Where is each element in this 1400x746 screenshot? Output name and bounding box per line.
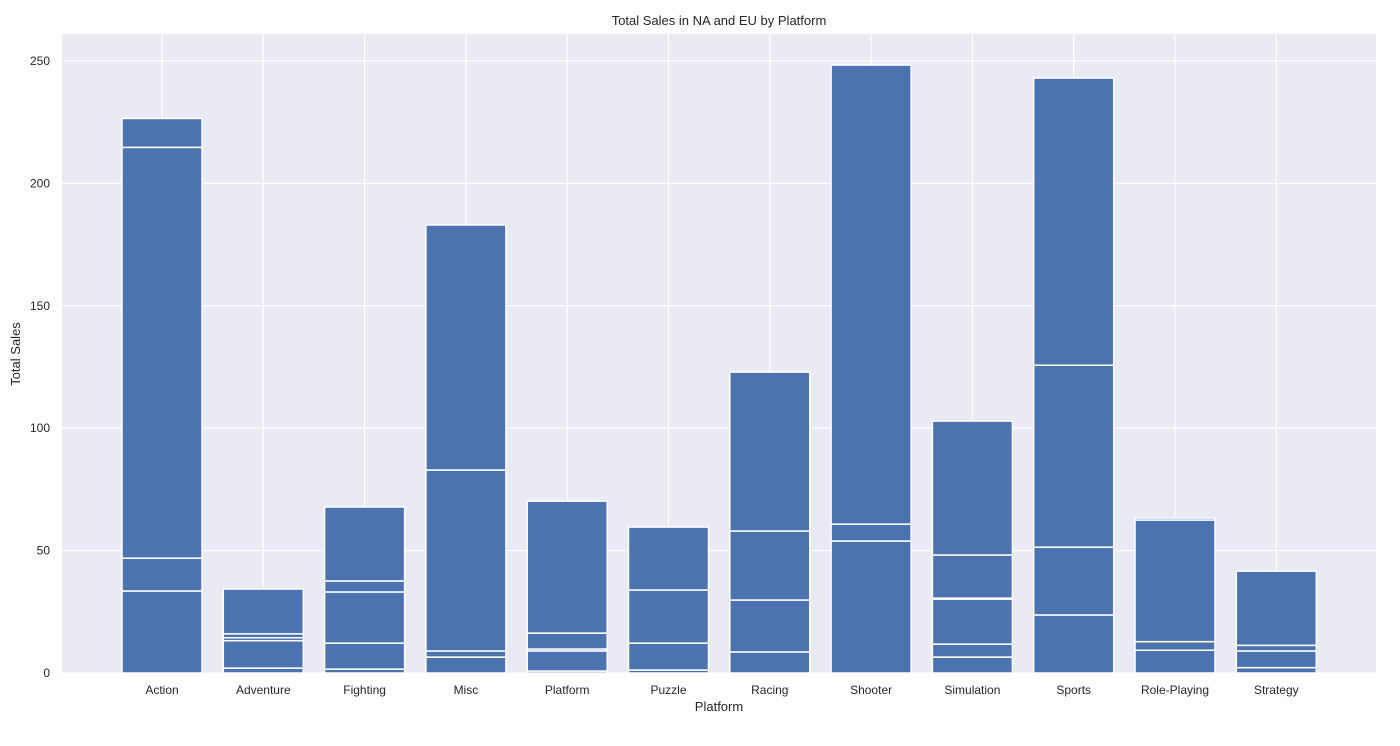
- x-tick-label: Puzzle: [650, 683, 686, 697]
- bar-segment: [627, 642, 710, 671]
- bar-segment: [627, 526, 710, 591]
- chart-title: Total Sales in NA and EU by Platform: [612, 13, 827, 28]
- bar-stack-misc: [425, 224, 507, 674]
- x-tick-label: Misc: [454, 683, 479, 697]
- y-axis-label: Total Sales: [8, 322, 23, 386]
- bar-stack-puzzle: [627, 526, 710, 674]
- bar-segment: [830, 540, 912, 674]
- bar-segment: [830, 64, 912, 525]
- bar-segment: [121, 590, 203, 674]
- bar-segment: [1235, 650, 1318, 669]
- x-tick-label: Platform: [545, 683, 590, 697]
- bar-segment: [1235, 666, 1318, 674]
- y-tick-label: 0: [43, 666, 50, 680]
- bar-segment: [931, 643, 1014, 658]
- x-tick-label: Fighting: [343, 683, 386, 697]
- y-tick-label: 200: [30, 176, 50, 190]
- bar-segment: [1032, 614, 1115, 674]
- bar-segment: [931, 598, 1014, 645]
- bar-segment: [729, 371, 811, 532]
- x-tick-label: Shooter: [850, 683, 892, 697]
- bars: [121, 64, 1318, 674]
- bar-segment: [1032, 77, 1115, 367]
- bar-segment: [1134, 649, 1216, 674]
- bar-segment: [729, 651, 811, 674]
- bar-segment: [323, 591, 406, 644]
- bar-segment: [222, 639, 305, 669]
- bar-segment: [425, 656, 507, 674]
- bar-segment: [1235, 570, 1318, 647]
- bar-segment: [323, 506, 406, 582]
- y-tick-label: 250: [30, 54, 50, 68]
- x-tick-label: Role-Playing: [1141, 683, 1209, 697]
- bar-segment: [729, 530, 811, 601]
- bar-stack-action: [121, 117, 203, 674]
- bar-segment: [830, 523, 912, 542]
- bar-segment: [1134, 519, 1216, 643]
- x-tick-label: Strategy: [1254, 683, 1299, 697]
- bar-stack-simulation: [931, 420, 1014, 674]
- x-tick-label: Sports: [1056, 683, 1091, 697]
- bar-segment: [1032, 364, 1115, 548]
- x-tick-label: Action: [145, 683, 178, 697]
- bar-segment: [931, 554, 1014, 599]
- bar-stack-racing: [729, 371, 811, 674]
- bar-segment: [323, 580, 406, 593]
- bar-stack-strategy: [1235, 570, 1318, 674]
- bar-segment: [323, 642, 406, 670]
- bar-stack-role-playing: [1134, 517, 1216, 674]
- y-tick-label: 150: [30, 299, 50, 313]
- bar-segment: [931, 420, 1014, 556]
- bar-segment: [526, 500, 608, 634]
- y-tick-label: 50: [37, 544, 51, 558]
- bar-segment: [729, 599, 811, 653]
- y-tick-label: 100: [30, 421, 50, 435]
- x-axis-label: Platform: [695, 699, 743, 714]
- x-tick-label: Racing: [751, 683, 788, 697]
- bar-stack-fighting: [323, 506, 406, 674]
- bar-stack-adventure: [222, 588, 305, 674]
- x-tick-label: Adventure: [236, 683, 291, 697]
- bar-segment: [425, 469, 507, 652]
- bar-stack-platform: [526, 500, 608, 674]
- y-axis-ticks: 0 50 100 150 200 250: [30, 54, 50, 680]
- bar-segment: [121, 557, 203, 592]
- bar-segment: [931, 656, 1014, 674]
- bar-segment: [1134, 640, 1216, 651]
- bar-stack-shooter: [830, 64, 912, 674]
- bar-segment: [121, 146, 203, 559]
- bar-segment: [526, 632, 608, 650]
- x-tick-label: Simulation: [944, 683, 1000, 697]
- bar-segment: [1134, 517, 1216, 521]
- bar-segment: [425, 650, 507, 658]
- bar-stack-sports: [1032, 77, 1115, 674]
- bar-segment: [627, 589, 710, 644]
- x-axis-ticks: Action Adventure Fighting Misc Platform Puzzl…: [145, 683, 1298, 697]
- bar-segment: [121, 117, 203, 149]
- bar-segment: [526, 650, 608, 672]
- bar-segment: [1032, 546, 1115, 616]
- bar-segment: [425, 224, 507, 471]
- bar-segment: [222, 588, 305, 635]
- bar-segment: [1235, 644, 1318, 652]
